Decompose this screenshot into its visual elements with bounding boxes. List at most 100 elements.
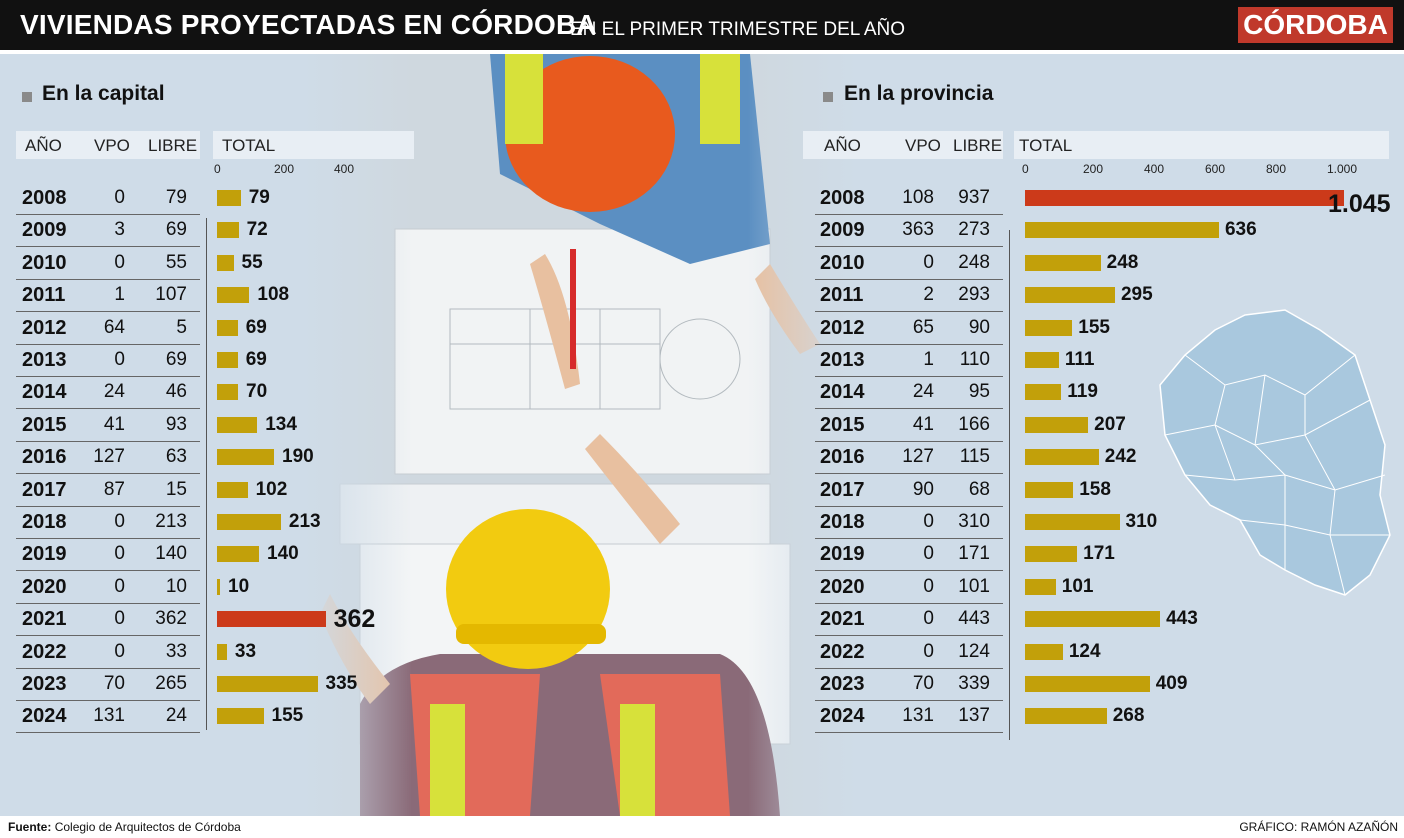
province-table-row (815, 538, 1003, 572)
capital-total-value-label: 102 (255, 478, 288, 500)
province-total-bar (1025, 352, 1059, 368)
capital-table-row (16, 376, 200, 410)
province-table-row (815, 603, 1003, 637)
capital-libre-value: 5 (176, 316, 187, 338)
capital-total-bar (217, 578, 220, 595)
province-year-label: 2024 (820, 705, 865, 728)
province-total-value-label: 111 (1064, 349, 1095, 370)
province-table-row (815, 279, 1003, 313)
province-vpo-value: 131 (902, 705, 934, 727)
province-year-label: 2017 (820, 478, 865, 501)
province-libre-value: 90 (968, 316, 990, 338)
province-total-bar (1025, 514, 1120, 530)
capital-table-row (16, 603, 200, 637)
capital-libre-value: 15 (165, 478, 187, 500)
province-total-value-label: 158 (1079, 478, 1111, 500)
graphic-credit: GRÁFICO: RAMÓN AZAÑÓN (1239, 820, 1398, 834)
capital-libre-value: 265 (155, 673, 187, 694)
province-vpo-value: 0 (923, 640, 934, 662)
capital-table-row (16, 247, 200, 280)
capital-table-row (16, 409, 200, 442)
capital-column-header-bg (16, 131, 200, 159)
header-bar: VIVIENDAS PROYECTADAS EN CÓRDOBA EN EL P… (0, 0, 1404, 50)
province-total-header-bg (1014, 131, 1389, 159)
province-table-row (815, 247, 1003, 280)
province-total-value-label: 1.045 (1328, 190, 1391, 218)
province-axis-tick-label: 200 (1083, 162, 1104, 176)
province-total-bar (1025, 481, 1074, 498)
capital-total-value-label: 55 (241, 251, 263, 273)
province-libre-value: 339 (958, 673, 990, 694)
province-total-bar (1025, 319, 1073, 336)
province-table-row (815, 441, 1003, 475)
province-table-row (815, 636, 1003, 669)
province-year-label: 2019 (820, 543, 865, 566)
cordoba-province-map (1159, 309, 1391, 596)
capital-year-label: 2018 (22, 511, 67, 533)
province-vpo-value: 24 (912, 381, 934, 403)
province-year-label: 2010 (820, 251, 865, 274)
province-libre-value: 95 (968, 381, 990, 403)
capital-vpo-value: 87 (103, 478, 125, 500)
capital-table-row (16, 312, 200, 345)
province-vpo-value: 363 (902, 219, 934, 241)
province-total-bar (1025, 384, 1062, 401)
capital-total-value-label: 70 (246, 381, 268, 403)
capital-libre-value: 69 (165, 349, 187, 370)
province-axis-tick-label: 1.000 (1327, 162, 1358, 176)
province-total-value-label: 124 (1068, 640, 1101, 662)
capital-year-label: 2020 (22, 575, 67, 598)
capital-libre-value: 55 (165, 251, 187, 273)
capital-vpo-value: 0 (114, 251, 125, 273)
capital-total-value-label: 335 (325, 673, 358, 694)
province-table-row (815, 571, 1003, 604)
capital-year-label: 2013 (22, 349, 67, 371)
province-axis-tick-label: 600 (1205, 162, 1226, 176)
capital-total-bar (217, 643, 227, 660)
capital-vpo-value: 3 (114, 219, 125, 241)
province-total-value-label: 636 (1224, 219, 1257, 241)
province-total-bar (1025, 254, 1101, 271)
capital-vpo-value: 131 (93, 705, 125, 727)
capital-libre-value: 362 (155, 608, 187, 630)
capital-total-value-label: 10 (228, 575, 250, 597)
capital-total-value-label: 33 (234, 640, 257, 662)
province-libre-value: 310 (958, 511, 990, 532)
province-axis-tick-label: 0 (1022, 162, 1029, 176)
capital-vpo-value: 127 (93, 446, 125, 468)
capital-table-row (16, 538, 200, 572)
capital-libre-value: 93 (165, 413, 187, 435)
province-vpo-value: 108 (902, 187, 934, 208)
province-total-bar (1025, 416, 1089, 433)
capital-vpo-value: 0 (114, 575, 125, 597)
province-libre-value: 937 (958, 187, 990, 208)
province-year-label: 2014 (820, 381, 865, 404)
province-vpo-value: 2 (923, 284, 934, 306)
capital-libre-value: 140 (155, 543, 187, 565)
capital-year-label: 2014 (22, 381, 67, 404)
province-year-label: 2021 (820, 608, 865, 631)
capital-year-label: 2012 (22, 316, 67, 339)
province-vpo-value: 65 (912, 316, 934, 338)
province-table-row (815, 668, 1003, 701)
capital-total-header-bg (213, 131, 414, 159)
capital-total-bar (217, 319, 238, 336)
province-section-title: En la provincia (844, 82, 994, 105)
capital-total-value-label: 69 (245, 349, 267, 370)
province-vpo-value: 90 (912, 478, 934, 500)
capital-vpo-value: 64 (103, 316, 125, 338)
province-libre-value: 293 (958, 284, 990, 306)
province-axis-tick-label: 400 (1144, 162, 1165, 176)
province-total-bar (1025, 643, 1063, 660)
capital-total-value-label: 213 (288, 511, 321, 532)
province-libre-value: 101 (958, 575, 990, 597)
province-libre-value: 68 (968, 478, 990, 500)
capital-total-value-label: 155 (271, 705, 304, 727)
province-vpo-value: 0 (923, 575, 934, 597)
capital-libre-value: 63 (165, 446, 187, 468)
source-note: Fuente: Colegio de Arquitectos de Córdob… (8, 820, 241, 834)
capital-vpo-value: 0 (114, 511, 125, 532)
capital-year-label: 2024 (22, 705, 67, 728)
capital-col-total: TOTAL (222, 136, 276, 155)
province-vpo-value: 41 (912, 413, 934, 435)
